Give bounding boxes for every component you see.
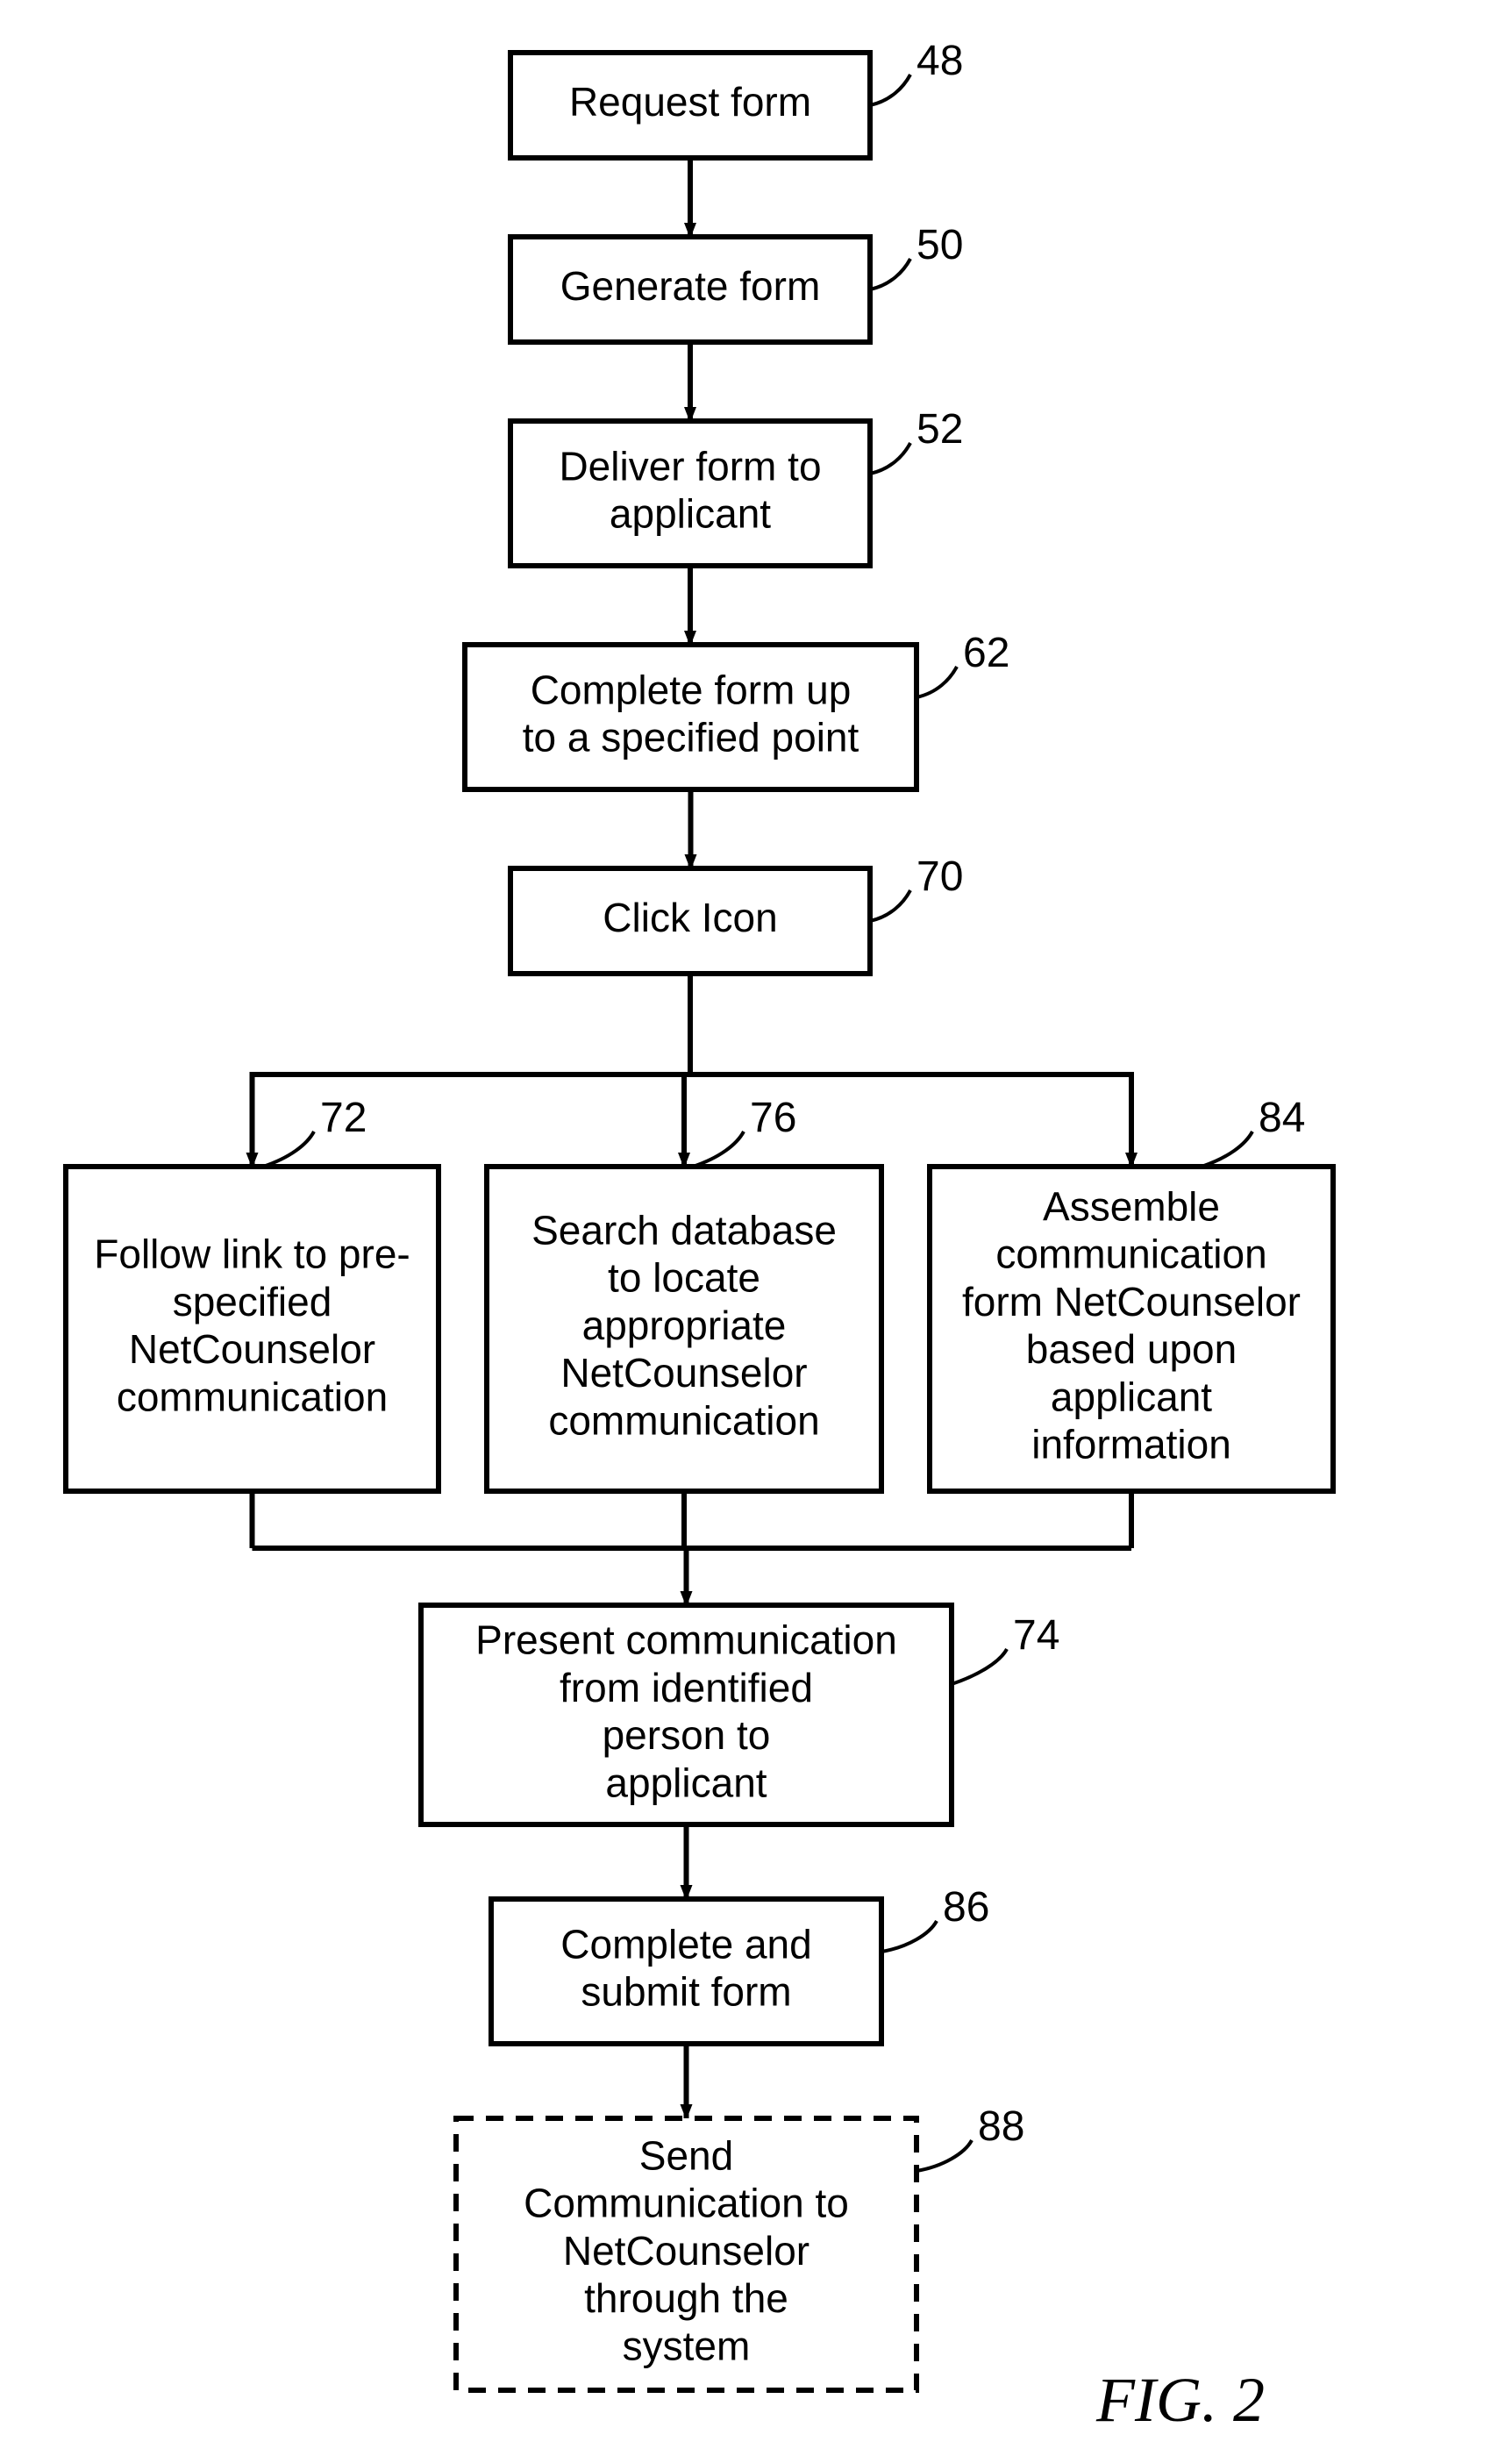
flow-box-text: Generate form [560,263,821,309]
flow-box-text: Deliver form to [559,443,821,489]
flow-node-70: Click Icon [510,868,870,974]
ref-leader [870,443,910,474]
flow-box-text: Complete form up [531,667,852,712]
ref-label-62: 62 [963,630,1009,676]
ref-label-74: 74 [1013,1612,1059,1659]
ref-leader [870,890,910,921]
ref-label-84: 84 [1259,1095,1305,1141]
ref-leader [870,259,910,289]
flow-node-52: Deliver form toapplicant [510,421,870,566]
flow-node-86: Complete andsubmit form [491,1899,881,2044]
flow-node-88: SendCommunication toNetCounselorthrough … [456,2118,916,2390]
flow-box-text: submit form [581,1969,791,2015]
ref-label-70: 70 [916,853,963,900]
flow-box-text: person to [603,1712,771,1758]
ref-label-88: 88 [978,2103,1024,2150]
flow-box-text: Search database [531,1207,837,1253]
flow-box-text: Assemble [1043,1183,1220,1229]
flow-box-text: Click Icon [603,895,777,940]
ref-leader [693,1132,744,1167]
ref-leader [952,1649,1007,1684]
flow-box-text: system [623,2324,751,2369]
flow-box-text: Follow link to pre- [94,1232,410,1277]
ref-leader [881,1921,937,1952]
ref-label-86: 86 [943,1884,989,1931]
flow-box-text: Present communication [475,1617,897,1663]
flow-node-72: Follow link to pre-specifiedNetCounselor… [66,1167,439,1491]
ref-label-72: 72 [320,1095,367,1141]
flow-box-text: to a specified point [523,715,859,760]
ref-label-76: 76 [750,1095,796,1141]
flow-box-text: Communication to [524,2181,849,2226]
ref-leader [870,75,910,105]
flow-box-text: specified [173,1279,332,1324]
flowchart-canvas: Request form Generate form Deliver form to… [0,0,1512,2456]
flow-box-text: applicant [605,1760,767,1805]
ref-leader [916,2140,972,2171]
ref-label-50: 50 [916,222,963,268]
flow-box-text: applicant [610,491,771,537]
flow-node-62: Complete form upto a specified point [465,645,916,789]
ref-leader [1202,1132,1252,1167]
flow-node-50: Generate form [510,237,870,342]
flow-node-76: Search databaseto locateappropriateNetCo… [487,1167,881,1491]
flow-box-text: based upon [1026,1326,1237,1372]
flow-box-text: through the [584,2275,788,2321]
flow-box-text: NetCounselor [129,1326,375,1372]
flow-box-text: Complete and [560,1921,811,1967]
flow-box-text: to locate [608,1255,760,1301]
ref-leader [263,1132,314,1167]
flow-box-text: communication [117,1374,388,1419]
flow-box-text: NetCounselor [563,2228,809,2274]
ref-label-52: 52 [916,406,963,453]
flow-node-84: Assemblecommunicationform NetCounselorba… [930,1167,1333,1491]
flow-node-48: Request form [510,53,870,158]
flow-box-text: information [1031,1422,1231,1467]
flow-box-text: applicant [1051,1374,1212,1419]
flow-node-74: Present communicationfrom identifiedpers… [421,1605,952,1824]
ref-leader [916,667,957,697]
flow-box-text: communication [548,1398,819,1444]
flow-box-text: NetCounselor [560,1350,807,1396]
flow-box-text: form NetCounselor [962,1279,1301,1324]
flow-box-text: communication [995,1232,1266,1277]
flow-box-text: Request form [569,79,811,125]
flow-box-text: from identified [560,1665,813,1710]
flow-box-text: Send [639,2132,733,2178]
ref-label-48: 48 [916,38,963,84]
flow-box-text: appropriate [582,1303,787,1348]
figure-label: FIG. 2 [1095,2365,1265,2435]
